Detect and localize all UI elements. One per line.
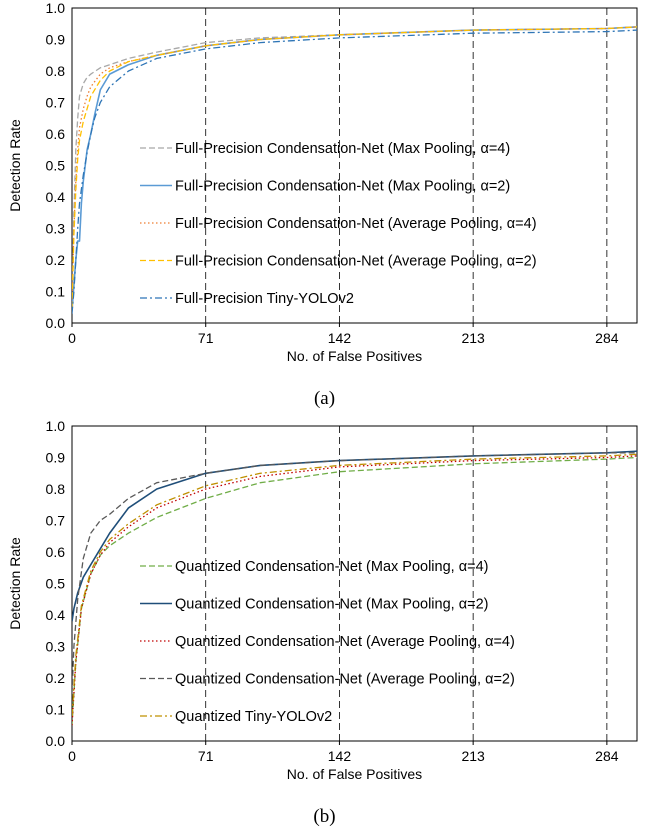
b-legend-label-3: Quantized Condensation-Net (Average Pool… [175,634,515,650]
b-xtick-label: 0 [68,748,76,764]
b-series-line-4 [72,452,637,694]
b-ytick-label: 1.0 [46,418,66,434]
b-xtick-label: 284 [595,748,619,764]
a-ytick-label: 0.3 [46,221,66,237]
a-series-line-5 [72,29,637,314]
b-legend-label-2: Quantized Condensation-Net (Max Pooling,… [175,597,488,613]
b-ytick-label: 0.0 [46,733,66,749]
b-ytick-label: 0.1 [46,702,66,718]
b-ytick-label: 0.8 [46,481,66,497]
b-ytick-label: 0.5 [46,576,66,592]
b-caption: (b) [313,806,335,827]
a-ytick-label: 0.7 [46,95,66,111]
chart-a: 0.0 0.1 0.2 0.3 0.4 0.5 0.6 0.7 0.8 0.9 1.0 0 71 142 2… [7,0,638,409]
a-ytick-label: 1.0 [46,0,66,16]
a-legend-label-4: Full-Precision Condensation-Net (Average… [175,254,537,270]
b-ytick-label: 0.4 [46,607,66,623]
b-xtick-label: 142 [328,748,352,764]
a-series-group [72,26,637,314]
a-legend-label-1: Full-Precision Condensation-Net (Max Poo… [175,141,510,157]
chart-b: 0.0 0.1 0.2 0.3 0.4 0.5 0.6 0.7 0.8 0.9 1.0 0 71 142 2… [7,418,638,827]
b-series-line-1 [72,456,637,726]
b-xtick-label: 71 [198,748,214,764]
a-xtick-label: 284 [595,330,619,346]
b-x-axis-title: No. of False Positives [287,766,422,782]
b-y-axis-title: Detection Rate [7,537,23,630]
b-legend-label-5: Quantized Tiny-YOLOv2 [175,709,332,725]
a-xtick-label: 0 [68,330,76,346]
a-y-axis-title: Detection Rate [7,119,23,212]
b-ytick-label: 0.6 [46,544,66,560]
b-ytick-label: 0.2 [46,670,66,686]
b-legend-label-4: Quantized Condensation-Net (Average Pool… [175,672,515,688]
a-legend-label-3: Full-Precision Condensation-Net (Average… [175,216,537,232]
b-ytick-label: 0.9 [46,450,66,466]
a-series-line-4 [72,26,637,308]
a-ytick-label: 0.9 [46,32,66,48]
a-ytick-label: 0.8 [46,63,66,79]
b-series-group [72,450,637,726]
a-xtick-label: 142 [328,330,352,346]
a-ytick-label: 0.5 [46,158,66,174]
a-x-axis-title: No. of False Positives [287,348,422,364]
a-caption: (a) [314,388,335,409]
b-legend-label-1: Quantized Condensation-Net (Max Pooling,… [175,559,488,575]
b-xtick-label: 213 [461,748,485,764]
a-legend-label-2: Full-Precision Condensation-Net (Max Poo… [175,179,510,195]
a-ytick-label: 0.2 [46,252,66,268]
a-ytick-label: 0.1 [46,284,66,300]
a-plot-frame [71,7,638,324]
b-series-line-2 [72,450,637,622]
b-ytick-label: 0.7 [46,513,66,529]
a-xtick-label: 71 [198,330,214,346]
a-ytick-label: 0.4 [46,189,66,205]
b-plot-frame [71,425,638,742]
a-ytick-label: 0.0 [46,315,66,331]
a-legend-label-5: Full-Precision Tiny-YOLOv2 [175,291,354,307]
b-ytick-label: 0.3 [46,639,66,655]
a-xtick-label: 213 [461,330,485,346]
a-ytick-label: 0.6 [46,126,66,142]
b-series-line-5 [72,453,637,716]
a-series-line-1 [72,26,637,308]
